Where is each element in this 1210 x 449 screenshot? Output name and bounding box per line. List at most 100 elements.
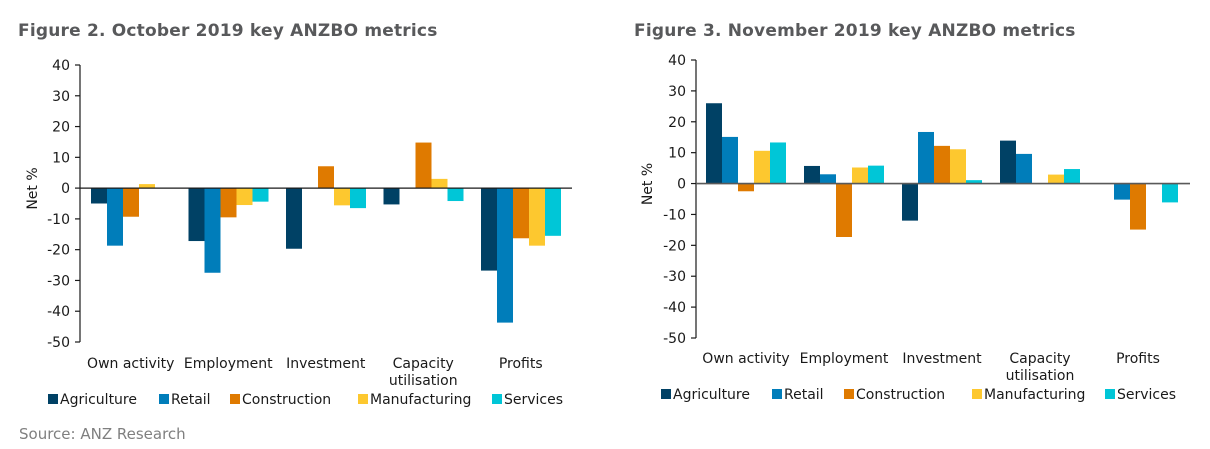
y-tick-label: -40: [663, 300, 686, 316]
y-tick-label: -50: [47, 335, 70, 351]
legend-swatch-agriculture: [661, 389, 671, 399]
category-label: Investment: [902, 351, 982, 367]
bar-agriculture-capacity-utilisation: [383, 188, 400, 205]
bar-construction-capacity-utilisation: [415, 142, 432, 189]
bar-agriculture-own-activity: [91, 188, 107, 204]
bar-services-profits: [545, 188, 561, 236]
bar-agriculture-capacity-utilisation: [1000, 140, 1016, 184]
bar-manufacturing-own-activity: [754, 150, 770, 184]
bar-manufacturing-capacity-utilisation: [431, 178, 448, 189]
bar-retail-own-activity: [722, 136, 738, 184]
legend-label-services: Services: [1117, 387, 1176, 403]
bar-manufacturing-profits: [529, 188, 545, 246]
y-tick-label: -10: [47, 212, 70, 228]
y-tick-label: 10: [668, 146, 686, 162]
y-tick-label: -10: [663, 207, 686, 223]
bar-manufacturing-investment: [950, 149, 966, 184]
y-tick-label: 10: [52, 150, 70, 166]
bar-retail-capacity-utilisation: [1016, 153, 1032, 184]
bar-retail-employment: [820, 174, 836, 184]
y-tick-label: 40: [52, 58, 70, 74]
bar-services-investment: [350, 188, 366, 209]
y-tick-label: -30: [663, 269, 686, 285]
legend-label-services: Services: [504, 392, 563, 408]
bar-construction-profits: [513, 188, 529, 239]
bar-retail-own-activity: [107, 188, 123, 246]
bar-retail-profits: [1114, 183, 1130, 200]
bar-retail-investment: [918, 131, 934, 184]
legend-label-agriculture: Agriculture: [60, 392, 137, 408]
category-label: Employment: [184, 356, 273, 372]
bar-retail-profits: [497, 188, 513, 323]
bar-construction-own-activity: [123, 188, 139, 217]
category-label: Own activity: [702, 351, 789, 367]
legend-swatch-construction: [844, 389, 854, 399]
legend-label-agriculture: Agriculture: [673, 387, 750, 403]
legend-swatch-agriculture: [48, 394, 58, 404]
bar-construction-own-activity: [738, 183, 754, 192]
legend-label-construction: Construction: [242, 392, 331, 408]
bar-services-investment: [966, 180, 982, 184]
category-label: Investment: [286, 356, 366, 372]
bar-agriculture-own-activity: [706, 103, 722, 184]
figure-3-title: Figure 3. November 2019 key ANZBO metric…: [634, 21, 1076, 41]
bar-construction-investment: [934, 145, 950, 184]
category-label: Profits: [499, 356, 543, 372]
bar-services-capacity-utilisation: [1064, 169, 1080, 184]
y-tick-label: -20: [663, 238, 686, 254]
y-tick-label: 40: [668, 53, 686, 69]
figure-2-title: Figure 2. October 2019 key ANZBO metrics: [18, 21, 438, 41]
bar-agriculture-profits: [481, 188, 497, 271]
legend-swatch-retail: [159, 394, 169, 404]
bar-retail-employment: [204, 188, 221, 273]
y-tick-label: -50: [663, 331, 686, 347]
category-label: Profits: [1116, 351, 1160, 367]
bar-agriculture-employment: [188, 188, 205, 242]
bar-manufacturing-employment: [852, 167, 868, 184]
y-tick-label: -30: [47, 273, 70, 289]
y-tick-label: 20: [52, 120, 70, 136]
y-tick-label: 0: [677, 177, 686, 193]
y-tick-label: -20: [47, 243, 70, 259]
bar-construction-employment: [220, 188, 237, 218]
category-label: Capacity utilisation: [389, 356, 458, 389]
y-tick-label: -40: [47, 304, 70, 320]
legend-label-retail: Retail: [784, 387, 824, 403]
legend-swatch-services: [492, 394, 502, 404]
bar-manufacturing-capacity-utilisation: [1048, 174, 1064, 184]
bar-construction-investment: [318, 166, 334, 189]
category-label: Employment: [800, 351, 889, 367]
legend-swatch-retail: [772, 389, 782, 399]
legend-swatch-construction: [230, 394, 240, 404]
category-label: Capacity utilisation: [1006, 351, 1075, 384]
legend-swatch-manufacturing: [972, 389, 982, 399]
bar-manufacturing-employment: [236, 188, 253, 206]
y-tick-label: 0: [61, 181, 70, 197]
category-label: Own activity: [87, 356, 174, 372]
legend-label-construction: Construction: [856, 387, 945, 403]
source-note: Source: ANZ Research: [19, 425, 186, 443]
bar-services-employment: [868, 165, 884, 184]
bar-agriculture-employment: [804, 165, 820, 184]
bar-construction-employment: [836, 183, 852, 237]
legend-label-manufacturing: Manufacturing: [370, 392, 471, 408]
bar-manufacturing-own-activity: [139, 184, 155, 189]
legend-label-retail: Retail: [171, 392, 211, 408]
legend-swatch-manufacturing: [358, 394, 368, 404]
legend-swatch-services: [1105, 389, 1115, 399]
bar-manufacturing-investment: [334, 188, 350, 206]
bar-services-own-activity: [770, 142, 786, 184]
figure-2-chart: 40 30 20 10 0 -10 -20 -30 -40 -50 Net % Own activit…: [25, 58, 572, 408]
bar-agriculture-investment: [286, 188, 302, 249]
y-tick-label: 20: [668, 115, 686, 131]
legend-label-manufacturing: Manufacturing: [984, 387, 1085, 403]
bar-agriculture-investment: [902, 183, 918, 221]
y-axis-label: Net %: [25, 167, 41, 209]
y-tick-label: 30: [52, 89, 70, 105]
bar-services-capacity-utilisation: [447, 188, 464, 202]
y-tick-label: 30: [668, 84, 686, 100]
bar-services-profits: [1162, 183, 1178, 203]
y-axis-label: Net %: [640, 163, 656, 205]
bar-construction-profits: [1130, 183, 1146, 230]
